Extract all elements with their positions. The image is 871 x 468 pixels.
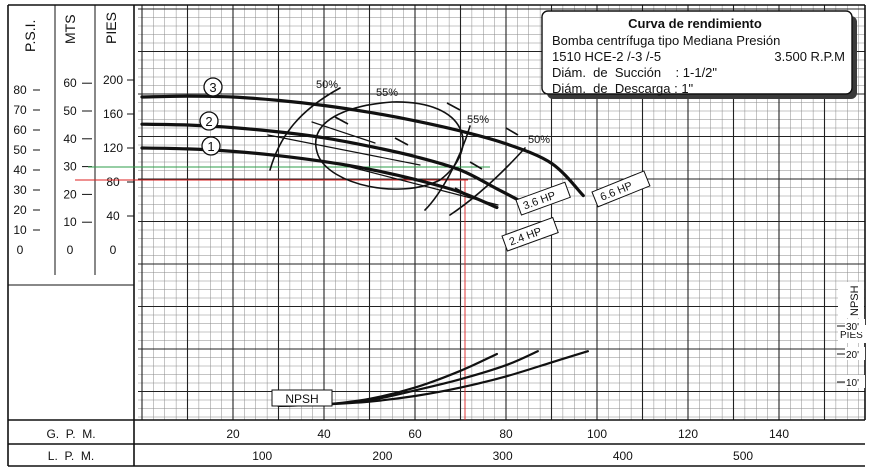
efficiency-label-55-left: 55% (376, 87, 398, 99)
efficiency-curves (267, 87, 526, 216)
npsh-tick-label: 30' (846, 322, 859, 333)
psi-tick-label: 50 (13, 143, 27, 157)
efficiency-55-ellipse (315, 101, 464, 190)
mts-tick-label: 40 (63, 132, 77, 146)
gpm-tick-label: 20 (226, 427, 240, 441)
hp-2-4-line (334, 162, 499, 206)
mts-tick-label: 30 (63, 160, 77, 174)
legend-box: Curva de rendimiento Bomba centrífuga ti… (541, 10, 857, 99)
efficiency-50-right (449, 147, 526, 216)
curve-2-marker: 2 (199, 111, 219, 131)
npsh-axis-ticks: 30' 20' 10' (837, 319, 865, 389)
efficiency-label-50-right: 50% (528, 134, 550, 146)
npsh-tick-bg (845, 347, 865, 360)
npsh-tick-label: 10' (846, 378, 859, 389)
lpm-tick-label: 400 (613, 449, 633, 463)
minor-grid (138, 5, 865, 420)
psi-tick-label: 10 (13, 223, 27, 237)
legend-line-4: Diám. de Descarga : 1" (552, 81, 694, 96)
hp-3-6-line (267, 134, 421, 166)
npsh-axis: NPSH PIES 30' 20' 10' (837, 282, 866, 389)
psi-tick-label: 40 (13, 163, 27, 177)
pies-tick-label: 80 (106, 175, 120, 189)
psi-tick-label: 30 (13, 183, 27, 197)
psi-tick-label: 60 (13, 123, 27, 137)
curve-1-number: 1 (207, 139, 214, 154)
pies-tick-label: 200 (103, 73, 123, 87)
efficiency-label-55-right: 55% (467, 114, 489, 126)
head-curve-1 (140, 146, 499, 210)
legend-title: Curva de rendimiento (628, 16, 762, 31)
pies-axis-label: PIES (103, 12, 119, 44)
curve-3-marker: 3 (203, 77, 223, 97)
psi-tick-label: 70 (13, 103, 27, 117)
left-axis-ticks: 80 70 60 50 40 30 20 10 0 60 50 40 30 20 10 0 200 160 120 8… (13, 73, 134, 257)
pies-tick-label: 0 (110, 243, 117, 257)
psi-tick-label: 20 (13, 203, 27, 217)
efficiency-label-50-left: 50% (316, 79, 338, 91)
gpm-axis-label: G. P. M. (46, 427, 95, 441)
npsh-tick-bg (845, 319, 865, 332)
pies-tick-label: 120 (103, 141, 123, 155)
mts-tick-label: 50 (63, 104, 77, 118)
lpm-tick-label: 500 (733, 449, 753, 463)
psi-axis-label: P.S.I. (22, 20, 38, 52)
mts-axis-label: MTS (62, 14, 78, 44)
mts-tick-label: 60 (63, 76, 77, 90)
gpm-tick-label: 40 (317, 427, 331, 441)
npsh-curve-label-text: NPSH (285, 392, 318, 406)
curve-3-number: 3 (209, 80, 216, 95)
npsh-tick-bg (845, 375, 865, 388)
efficiency-50-left (269, 87, 341, 171)
gpm-tick-label: 60 (408, 427, 422, 441)
legend-rpm: 3.500 R.P.M (774, 49, 845, 64)
lpm-tick-label: 300 (493, 449, 513, 463)
efficiency-55-right (424, 125, 471, 211)
gpm-tick-label: 100 (587, 427, 607, 441)
legend-line-3: Diám. de Succión : 1-1/2" (552, 65, 717, 80)
npsh-axis-unit: PIES (840, 330, 863, 341)
gpm-tick-label: 140 (769, 427, 789, 441)
lpm-axis-label: L. P. M. (48, 449, 94, 463)
npsh-tick-label: 20' (846, 350, 859, 361)
hp-dashes (334, 102, 519, 196)
psi-tick-label: 80 (13, 83, 27, 97)
x-axis-ticks: 20 40 60 80 100 120 140 100 200 300 400 500 (226, 427, 789, 463)
mts-tick-label: 10 (63, 215, 77, 229)
hp-6-6-line (311, 121, 376, 144)
left-axes-panel (7, 4, 866, 467)
head-curve-3 (140, 94, 585, 198)
gpm-tick-label: 80 (499, 427, 513, 441)
npsh-curve-label: NPSH (271, 389, 333, 407)
legend-line-2: 1510 HCE-2 /-3 /-5 (552, 49, 661, 64)
lpm-tick-label: 200 (372, 449, 392, 463)
lpm-tick-label: 100 (252, 449, 272, 463)
npsh-axis-label: NPSH (849, 285, 861, 316)
mts-tick-label: 20 (63, 187, 77, 201)
curve-2-number: 2 (205, 114, 212, 129)
mts-tick-label: 0 (67, 243, 74, 257)
hp-curves (267, 121, 499, 206)
psi-tick-label: 0 (17, 243, 24, 257)
curve-1-marker: 1 (201, 136, 221, 156)
pies-tick-label: 40 (106, 209, 120, 223)
gpm-tick-label: 120 (678, 427, 698, 441)
legend-line-1: Bomba centrífuga tipo Mediana Presión (552, 33, 780, 48)
pies-tick-label: 160 (103, 107, 123, 121)
